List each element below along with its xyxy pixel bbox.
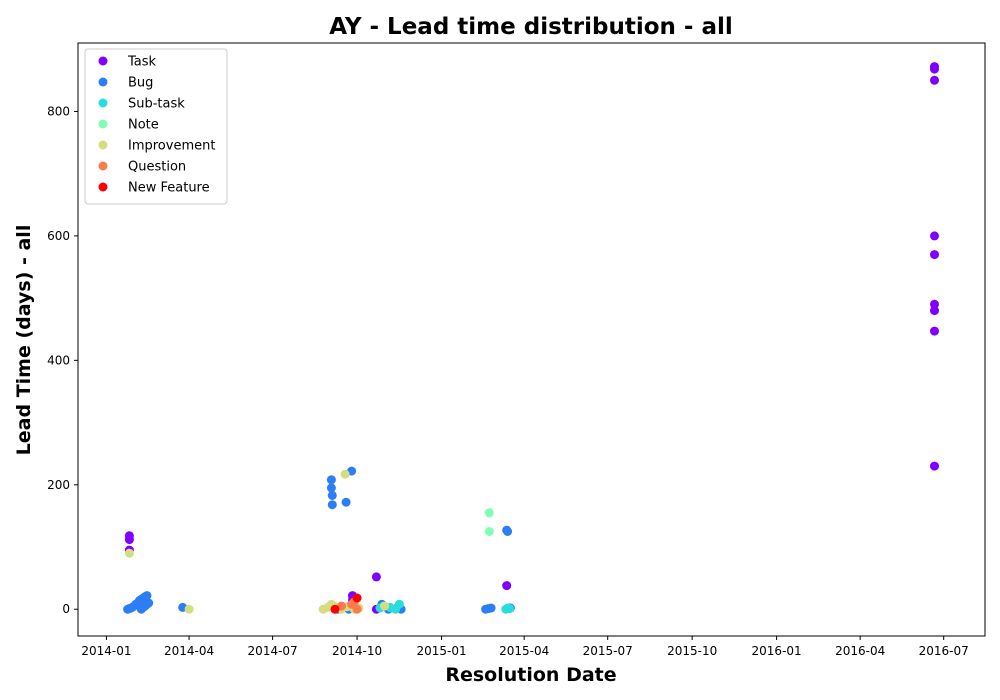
data-point: [184, 604, 194, 614]
y-tick-label: 800: [47, 104, 70, 118]
legend: Task Bug Sub-task Note Improvement Question Ne…: [84, 48, 228, 205]
x-tick-label: 2014-07: [248, 644, 298, 658]
data-point: [930, 299, 939, 309]
x-axis: 2014-01 2014-04 2014-07 2014-10 2015-01 2015-…: [81, 636, 969, 658]
data-point: [930, 231, 939, 241]
data-point: [930, 75, 939, 85]
data-point: [327, 490, 337, 500]
data-point: [930, 326, 939, 336]
x-tick-label: 2015-07: [583, 644, 633, 658]
data-point: [340, 469, 350, 479]
plot-frame: [77, 42, 986, 637]
data-point: [930, 64, 939, 74]
y-axis: 0 200 400 600 800: [47, 104, 78, 616]
data-point: [352, 604, 362, 614]
data-point: [503, 527, 513, 536]
x-tick-label: 2014-04: [164, 644, 214, 658]
data-point: [330, 604, 340, 614]
data-point: [326, 475, 336, 485]
x-tick-label: 2014-10: [332, 644, 382, 658]
series-new-feature: [330, 593, 362, 614]
data-point: [124, 548, 134, 558]
series-note: [484, 508, 494, 536]
legend-marker: [98, 182, 108, 192]
legend-label: Bug: [128, 76, 153, 91]
legend-label: Note: [128, 118, 159, 133]
data-point: [327, 500, 337, 510]
legend-marker: [98, 119, 108, 129]
data-point: [144, 598, 154, 608]
legend-marker: [98, 140, 108, 150]
data-point: [486, 603, 496, 613]
legend-label: Sub-task: [128, 97, 185, 112]
x-tick-label: 2015-04: [499, 644, 549, 658]
data-point: [930, 250, 939, 260]
data-point: [484, 508, 494, 518]
y-axis-title: Lead Time (days) - all: [13, 225, 35, 456]
data-point: [371, 572, 381, 582]
x-tick-label: 2016-07: [919, 644, 969, 658]
data-point: [484, 527, 494, 536]
data-point: [930, 461, 939, 471]
x-tick-label: 2015-01: [416, 644, 466, 658]
data-point: [930, 306, 939, 316]
y-tick-label: 400: [47, 353, 70, 367]
data-point: [124, 535, 134, 545]
data-point: [505, 604, 514, 614]
data-point: [380, 601, 390, 611]
x-tick-label: 2016-04: [835, 644, 885, 658]
x-tick-label: 2014-01: [81, 644, 131, 658]
legend-label: Improvement: [128, 139, 215, 154]
chart-title: AY - Lead time distribution - all: [329, 14, 733, 40]
legend-marker: [98, 98, 108, 108]
y-tick-label: 600: [47, 229, 70, 243]
points-layer: [123, 62, 939, 614]
x-axis-title: Resolution Date: [445, 664, 616, 686]
legend-label: New Feature: [128, 181, 210, 196]
data-point: [326, 483, 336, 493]
legend-label: Task: [127, 55, 157, 70]
legend-marker: [98, 56, 108, 66]
y-tick-label: 200: [47, 478, 70, 492]
x-tick-label: 2016-01: [752, 644, 802, 658]
x-tick-label: 2015-10: [667, 644, 717, 658]
legend-box: [84, 48, 228, 205]
data-point: [142, 591, 152, 601]
legend-marker: [98, 161, 108, 171]
data-point: [341, 497, 351, 507]
legend-label: Question: [128, 160, 186, 175]
data-point: [394, 599, 404, 609]
data-point: [352, 593, 362, 603]
data-point: [502, 581, 512, 591]
y-tick-label: 0: [62, 602, 70, 616]
legend-marker: [98, 77, 108, 87]
